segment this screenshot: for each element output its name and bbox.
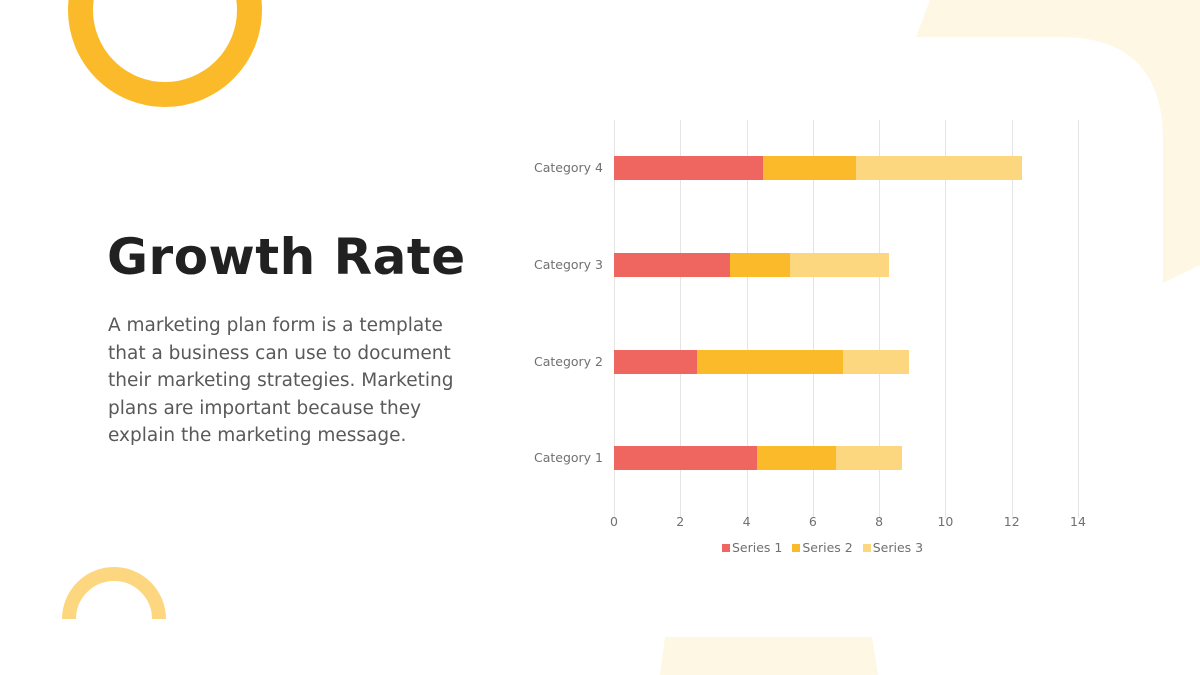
yellow-half-ring-decoration <box>62 567 166 619</box>
bar-row <box>614 253 890 277</box>
slide-title: Growth Rate <box>107 228 466 286</box>
bar-segment-series-3 <box>855 156 1022 180</box>
gridline <box>1011 120 1013 518</box>
bar-segment-series-2 <box>696 350 843 374</box>
bar-row <box>614 350 909 374</box>
bar-segment-series-1 <box>614 253 730 277</box>
legend-swatch-icon <box>862 543 871 552</box>
legend-swatch-icon <box>792 543 801 552</box>
x-tick-label: 2 <box>676 514 685 529</box>
bar-segment-series-2 <box>756 446 837 470</box>
bar-row <box>614 446 903 470</box>
legend-label: Series 3 <box>872 540 924 555</box>
bar-segment-series-3 <box>842 350 909 374</box>
legend-item: Series 3 <box>862 540 924 555</box>
legend-label: Series 1 <box>732 540 783 555</box>
x-tick-label: 10 <box>937 514 954 529</box>
bar-row <box>614 156 1022 180</box>
gridline <box>945 120 947 518</box>
gridline <box>812 120 814 518</box>
slide-body-text: A marketing plan form is a template that… <box>108 315 454 446</box>
category-label: Category 1 <box>533 450 603 465</box>
category-label: Category 4 <box>533 160 603 175</box>
legend-item: Series 2 <box>792 540 853 555</box>
gridline <box>680 120 682 518</box>
bar-segment-series-1 <box>614 156 764 180</box>
yellow-ring-decoration <box>68 0 262 107</box>
gridline <box>1078 120 1079 518</box>
category-label: Category 3 <box>533 257 603 272</box>
bar-segment-series-2 <box>763 156 856 180</box>
legend-item: Series 1 <box>722 540 782 555</box>
x-tick-label: 12 <box>1003 514 1020 529</box>
legend-swatch-icon <box>722 543 730 552</box>
gridline <box>746 120 748 518</box>
stacked-bar-chart: 0 2 4 6 8 10 12 14 Category 1 Category 2 Category… <box>500 110 1120 570</box>
gridline <box>614 120 615 518</box>
x-tick-label: 8 <box>875 514 884 529</box>
legend-label: Series 2 <box>802 540 853 555</box>
bar-segment-series-1 <box>614 350 697 374</box>
chart-legend: Series 1 Series 2 Series 3 <box>722 540 923 555</box>
bar-segment-series-3 <box>789 253 890 277</box>
x-tick-label: 4 <box>742 514 751 529</box>
x-tick-label: 6 <box>808 514 817 529</box>
category-label: Category 2 <box>533 354 603 369</box>
bar-segment-series-3 <box>836 446 903 470</box>
x-tick-label: 0 <box>610 514 618 529</box>
bar-segment-series-2 <box>730 253 790 277</box>
bar-segment-series-1 <box>614 446 757 470</box>
gridline <box>879 120 881 518</box>
x-tick-label: 14 <box>1070 514 1086 529</box>
